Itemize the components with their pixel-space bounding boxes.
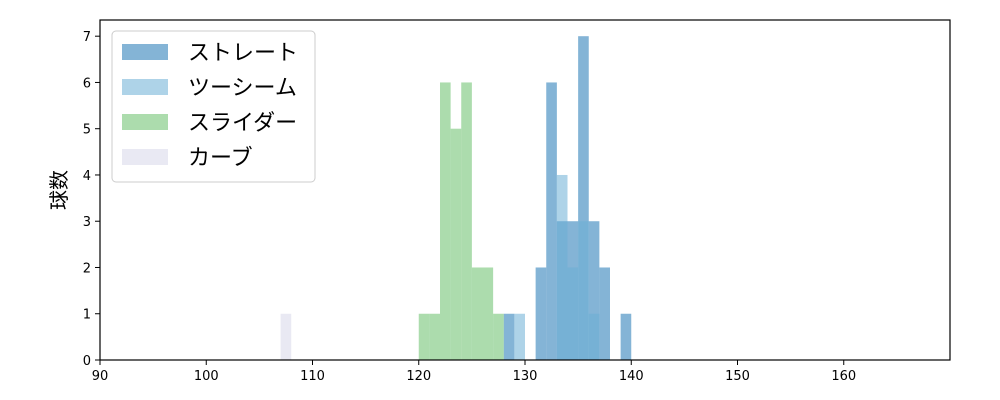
y-axis-label: 球数: [47, 170, 71, 210]
bar-2-0: [418, 313, 430, 360]
legend-swatch-1: [122, 79, 168, 95]
legend-swatch-3: [122, 149, 168, 165]
bar-0-8: [620, 313, 632, 360]
x-tick-label-4: 130: [513, 369, 538, 384]
y-tick-label-2: 2: [83, 261, 91, 276]
x-tick-label-0: 90: [92, 369, 109, 384]
bar-0-6: [588, 221, 600, 360]
bar-2-3: [450, 128, 462, 360]
bar-2-4: [461, 82, 472, 361]
y-tick-label-3: 3: [83, 215, 91, 230]
legend-label-1: ツーシーム: [188, 76, 297, 101]
legend-frame: [111, 30, 316, 183]
bar-0-5: [578, 36, 589, 360]
bar-1-3: [578, 221, 589, 360]
y-tick-label-7: 7: [83, 30, 91, 45]
x-tick-label-1: 100: [194, 369, 219, 384]
bar-0-0: [503, 313, 515, 360]
x-axis: 90 100 110 120 130 140 150 160: [92, 360, 856, 384]
legend-label-0: ストレート: [188, 41, 298, 66]
legend-label-3: カーブ: [188, 146, 253, 171]
y-tick-label-4: 4: [83, 169, 91, 184]
bars-layer: [280, 36, 632, 361]
x-tick-label-5: 140: [619, 369, 644, 384]
legend-swatch-0: [122, 44, 168, 60]
bar-0-2: [546, 82, 557, 361]
y-tick-label-1: 1: [83, 308, 91, 323]
x-tick-label-6: 150: [725, 369, 750, 384]
bar-1-2: [567, 267, 579, 360]
y-axis: 0 1 2 3 4 5 6 7: [83, 30, 100, 369]
bar-2-2: [440, 82, 451, 361]
bar-2-1: [429, 313, 440, 360]
bar-2-5: [471, 267, 483, 360]
x-tick-label-7: 160: [831, 369, 856, 384]
legend-swatch-2: [122, 114, 168, 130]
bar-1-0: [514, 313, 525, 360]
x-tick-label-2: 110: [300, 369, 325, 384]
bar-1-4: [588, 313, 600, 360]
y-tick-label-6: 6: [83, 76, 91, 91]
y-tick-label-5: 5: [83, 123, 91, 138]
y-tick-label-0: 0: [83, 354, 91, 369]
legend-label-2: スライダー: [188, 111, 297, 136]
bar-1-1: [556, 174, 568, 360]
bar-2-6: [482, 267, 494, 360]
bar-0-1: [535, 267, 547, 360]
x-tick-label-3: 120: [406, 369, 431, 384]
bar-0-7: [599, 267, 610, 360]
bar-2-7: [493, 313, 504, 360]
bar-3-0: [280, 313, 292, 360]
